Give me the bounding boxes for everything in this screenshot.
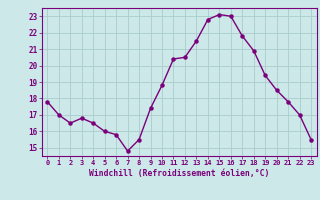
X-axis label: Windchill (Refroidissement éolien,°C): Windchill (Refroidissement éolien,°C) — [89, 169, 269, 178]
